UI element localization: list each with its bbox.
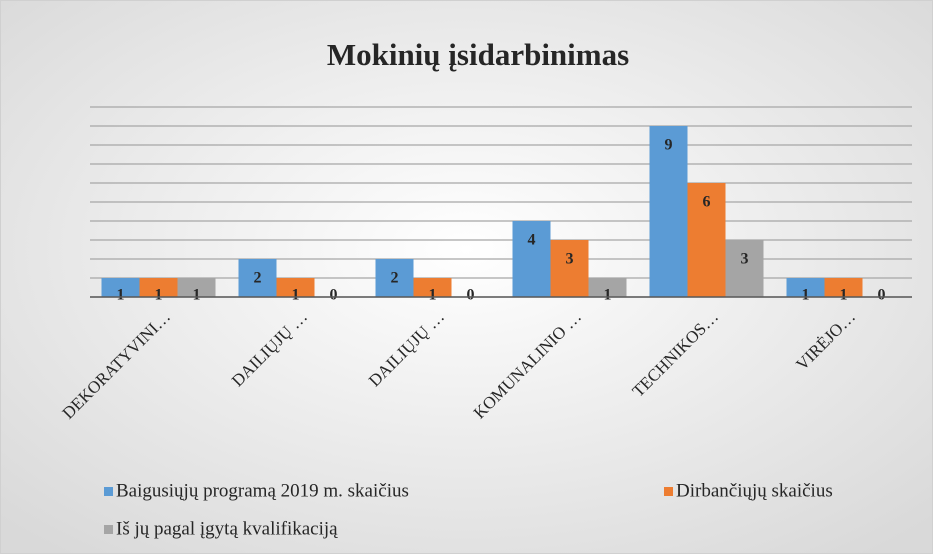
legend-swatch <box>104 525 113 534</box>
data-label: 2 <box>391 270 399 287</box>
data-label: 1 <box>840 287 848 304</box>
chart-title: Mokinių įsidarbinimas <box>327 37 629 72</box>
bar <box>512 221 551 297</box>
bar <box>375 259 414 297</box>
bar <box>276 278 315 297</box>
bar <box>824 278 863 297</box>
bar <box>550 240 589 297</box>
legend-label: Baigusiųjų programą 2019 m. skaičius <box>116 480 409 501</box>
data-label: 9 <box>665 137 673 154</box>
bar <box>413 278 452 297</box>
data-label: 1 <box>117 287 125 304</box>
data-label: 0 <box>878 287 886 304</box>
bar <box>725 240 764 297</box>
legend-swatch <box>104 487 113 496</box>
bar <box>177 278 216 297</box>
bar <box>649 126 688 297</box>
data-label: 1 <box>604 287 612 304</box>
data-label: 1 <box>155 287 163 304</box>
bar <box>238 259 277 297</box>
data-label: 0 <box>467 287 475 304</box>
bar <box>101 278 140 297</box>
legend-swatch <box>664 487 673 496</box>
data-label: 1 <box>429 287 437 304</box>
data-label: 3 <box>741 251 749 268</box>
data-label: 3 <box>566 251 574 268</box>
bar <box>786 278 825 297</box>
bar <box>139 278 178 297</box>
data-label: 2 <box>254 270 262 287</box>
legend-label: Dirbančiųjų skaičius <box>676 480 833 501</box>
bar <box>687 183 726 297</box>
data-label: 4 <box>528 232 536 249</box>
legend-label: Iš jų pagal įgytą kvalifikaciją <box>116 518 338 539</box>
data-label: 0 <box>330 287 338 304</box>
data-label: 1 <box>802 287 810 304</box>
data-label: 6 <box>703 194 711 211</box>
data-label: 1 <box>292 287 300 304</box>
bar <box>588 278 627 297</box>
data-label: 1 <box>193 287 201 304</box>
